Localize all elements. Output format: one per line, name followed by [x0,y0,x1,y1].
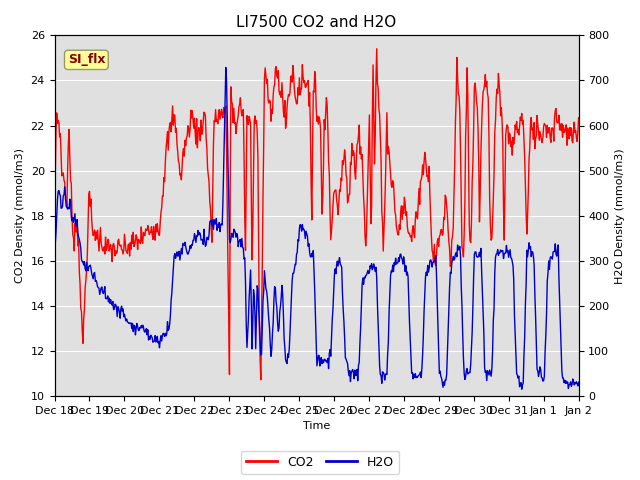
CO2 [51,202,58,207]
CO2 [195,125,203,131]
Line: H2O: H2O [54,68,579,389]
H2O [518,386,525,392]
Text: SI_flx: SI_flx [68,53,105,66]
H2O [575,379,582,385]
CO2 [167,129,175,135]
H2O [396,252,404,257]
H2O [60,192,68,198]
Title: LI7500 CO2 and H2O: LI7500 CO2 and H2O [236,15,397,30]
CO2 [257,377,265,383]
CO2 [575,115,582,120]
H2O [222,65,230,71]
CO2 [60,178,68,183]
CO2 [114,238,122,244]
H2O [114,304,122,310]
Legend: CO2, H2O: CO2, H2O [241,451,399,474]
H2O [381,377,388,383]
X-axis label: Time: Time [303,421,330,432]
H2O [167,297,175,303]
CO2 [397,208,404,214]
H2O [51,261,58,266]
H2O [195,232,203,238]
Y-axis label: CO2 Density (mmol/m3): CO2 Density (mmol/m3) [15,148,25,283]
Line: CO2: CO2 [54,49,579,380]
CO2 [373,46,381,52]
CO2 [381,179,389,184]
Y-axis label: H2O Density (mmol/m3): H2O Density (mmol/m3) [615,148,625,284]
